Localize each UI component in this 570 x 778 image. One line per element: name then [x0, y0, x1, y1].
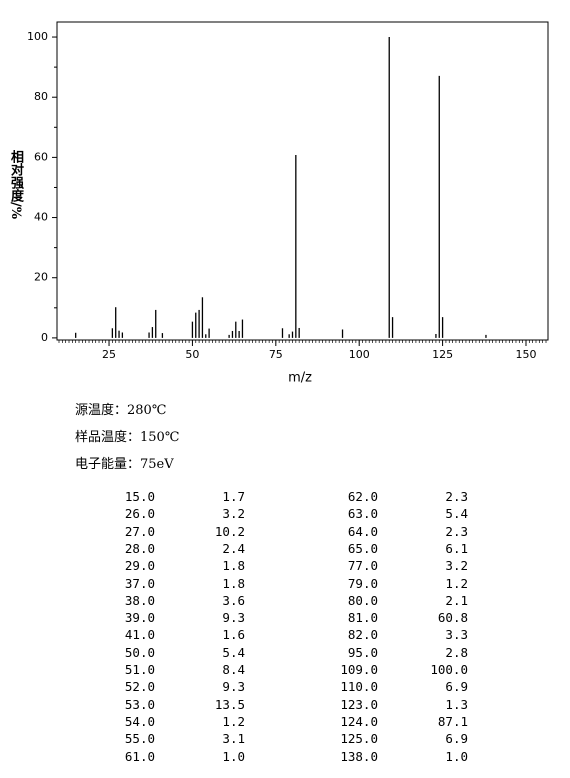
table-cell: 27.0 [124, 523, 155, 539]
table-cell: 26.0 [124, 506, 155, 522]
x-tick-label: 25 [102, 348, 116, 361]
table-cell: 9.3 [222, 679, 245, 695]
table-cell: 1.2 [445, 575, 468, 591]
y-tick-label: 80 [34, 90, 48, 103]
table-cell: 95.0 [347, 644, 378, 660]
table-cell: 5.4 [445, 506, 468, 522]
table-cell: 2.4 [222, 540, 245, 556]
table-cell: 9.3 [222, 610, 245, 626]
table-cell: 1.2 [222, 713, 245, 729]
y-tick-label: 20 [34, 271, 48, 284]
table-cell: 6.9 [445, 731, 468, 747]
table-cell: 55.0 [124, 731, 155, 747]
table-cell: 109.0 [340, 662, 378, 677]
table-cell: 124.0 [340, 713, 378, 729]
table-cell: 3.2 [222, 506, 245, 522]
table-cell: 82.0 [347, 627, 378, 643]
table-cell: 54.0 [124, 713, 155, 729]
table-cell: 3.6 [222, 592, 245, 608]
table-cell: 38.0 [124, 592, 155, 608]
table-cell: 50.0 [124, 644, 155, 660]
plot-frame [56, 21, 549, 341]
y-tick-label: 100 [27, 30, 48, 43]
table-cell: 110.0 [340, 679, 378, 695]
table-cell: 53.0 [124, 696, 155, 712]
table-cell: 6.9 [445, 679, 468, 695]
table-cell: 2.1 [445, 592, 468, 608]
table-cell: 1.8 [222, 575, 245, 591]
table-cell: 138.0 [340, 748, 378, 764]
y-tick-label: 0 [41, 331, 48, 344]
y-tick-label: 40 [34, 211, 48, 224]
table-cell: 87.1 [437, 713, 468, 729]
x-tick-label: 50 [185, 348, 199, 361]
table-cell: 2.8 [445, 644, 468, 660]
table-cell: 1.0 [222, 748, 245, 764]
table-cell: 13.5 [214, 696, 245, 712]
table-cell: 52.0 [124, 679, 155, 695]
info-line: 电子能量：75eV [75, 457, 174, 472]
table-cell: 77.0 [347, 558, 378, 574]
table-cell: 1.7 [222, 489, 245, 504]
table-cell: 60.8 [437, 610, 468, 626]
table-cell: 10.2 [214, 523, 245, 539]
info-line: 样品温度：150℃ [75, 430, 180, 445]
table-cell: 63.0 [347, 506, 378, 522]
y-tick-label: 60 [34, 150, 48, 163]
table-cell: 1.0 [445, 748, 468, 764]
x-axis-label: m/z [288, 371, 312, 386]
table-cell: 2.3 [445, 489, 468, 504]
table-cell: 79.0 [347, 575, 378, 591]
table-cell: 6.1 [445, 540, 468, 556]
table-cell: 3.1 [222, 731, 245, 747]
table-cell: 61.0 [124, 748, 155, 764]
table-cell: 3.2 [445, 558, 468, 574]
x-tick-label: 150 [515, 348, 536, 361]
table-cell: 15.0 [124, 489, 155, 504]
table-cell: 1.3 [445, 696, 468, 712]
table-cell: 100.0 [430, 662, 468, 677]
table-cell: 1.8 [222, 558, 245, 574]
table-cell: 8.4 [222, 662, 245, 677]
table-cell: 5.4 [222, 644, 245, 660]
x-tick-label: 100 [349, 348, 370, 361]
x-tick-label: 125 [432, 348, 453, 361]
table-cell: 64.0 [347, 523, 378, 539]
table-cell: 81.0 [347, 610, 378, 626]
table-cell: 123.0 [340, 696, 378, 712]
y-axis-label: 相对强度/% [8, 150, 23, 220]
table-cell: 41.0 [124, 627, 155, 643]
table-cell: 65.0 [347, 540, 378, 556]
table-cell: 51.0 [124, 662, 155, 677]
table-cell: 3.3 [445, 627, 468, 643]
table-cell: 2.3 [445, 523, 468, 539]
table-cell: 39.0 [124, 610, 155, 626]
x-tick-label: 75 [269, 348, 283, 361]
table-cell: 125.0 [340, 731, 378, 747]
chart: m/z 0 20 40 60 80 100 25 50 75 100 125 150 [27, 21, 549, 386]
info-line: 源温度：280℃ [75, 403, 167, 418]
table-cell: 62.0 [347, 489, 378, 504]
table-cell: 80.0 [347, 592, 378, 608]
table-cell: 37.0 [124, 575, 155, 591]
table-cell: 28.0 [124, 540, 155, 556]
table-cell: 1.6 [222, 627, 245, 643]
table-cell: 29.0 [124, 558, 155, 574]
